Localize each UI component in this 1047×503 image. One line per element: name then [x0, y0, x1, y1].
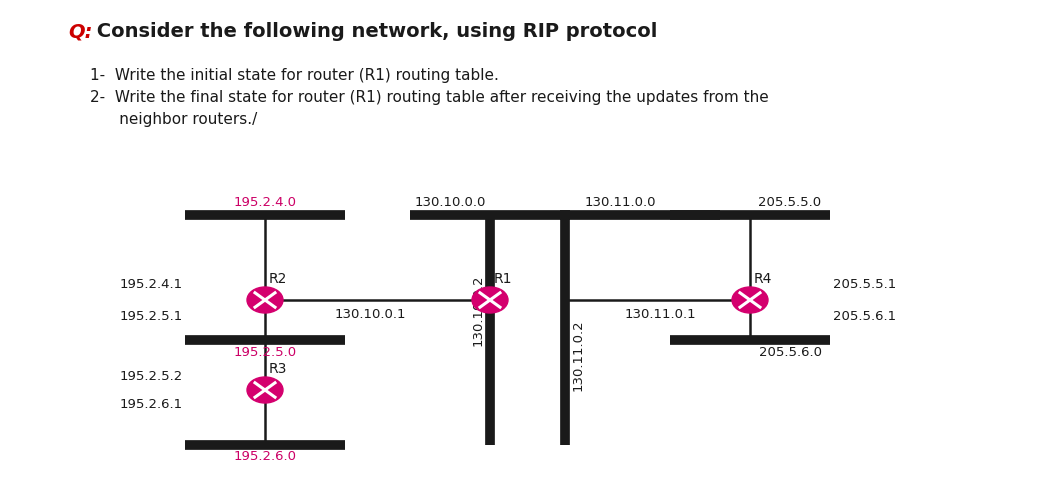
Text: 130.11.0.2: 130.11.0.2	[572, 319, 584, 391]
Text: 205.5.5.1: 205.5.5.1	[833, 278, 896, 291]
Text: 130.10.0.2: 130.10.0.2	[471, 274, 485, 346]
Text: 205.5.5.0: 205.5.5.0	[758, 197, 822, 210]
Text: 195.2.4.0: 195.2.4.0	[233, 197, 296, 210]
Text: 195.2.4.1: 195.2.4.1	[119, 278, 183, 291]
Text: 2-  Write the final state for router (R1) routing table after receiving the upda: 2- Write the final state for router (R1)…	[90, 90, 768, 105]
Ellipse shape	[247, 287, 283, 313]
Text: 195.2.6.1: 195.2.6.1	[119, 397, 183, 410]
Text: R1: R1	[494, 272, 512, 286]
Text: 130.10.0.0: 130.10.0.0	[415, 197, 486, 210]
Text: 195.2.5.2: 195.2.5.2	[119, 370, 183, 382]
Text: 130.11.0.0: 130.11.0.0	[584, 197, 655, 210]
Text: 130.11.0.1: 130.11.0.1	[624, 307, 696, 320]
Text: 1-  Write the initial state for router (R1) routing table.: 1- Write the initial state for router (R…	[90, 68, 498, 83]
Text: R2: R2	[269, 272, 287, 286]
Text: R4: R4	[754, 272, 773, 286]
Text: 205.5.6.1: 205.5.6.1	[833, 309, 896, 322]
Ellipse shape	[472, 287, 508, 313]
Text: Q:: Q:	[68, 22, 92, 41]
Text: 205.5.6.0: 205.5.6.0	[758, 346, 822, 359]
Text: neighbor routers./: neighbor routers./	[90, 112, 258, 127]
Ellipse shape	[247, 377, 283, 403]
Text: 130.10.0.1: 130.10.0.1	[334, 307, 406, 320]
Ellipse shape	[732, 287, 768, 313]
Text: 195.2.5.1: 195.2.5.1	[119, 309, 183, 322]
Text: R3: R3	[269, 362, 287, 376]
Text: Consider the following network, using RIP protocol: Consider the following network, using RI…	[90, 22, 658, 41]
Text: 195.2.6.0: 195.2.6.0	[233, 451, 296, 463]
Text: 195.2.5.0: 195.2.5.0	[233, 346, 296, 359]
